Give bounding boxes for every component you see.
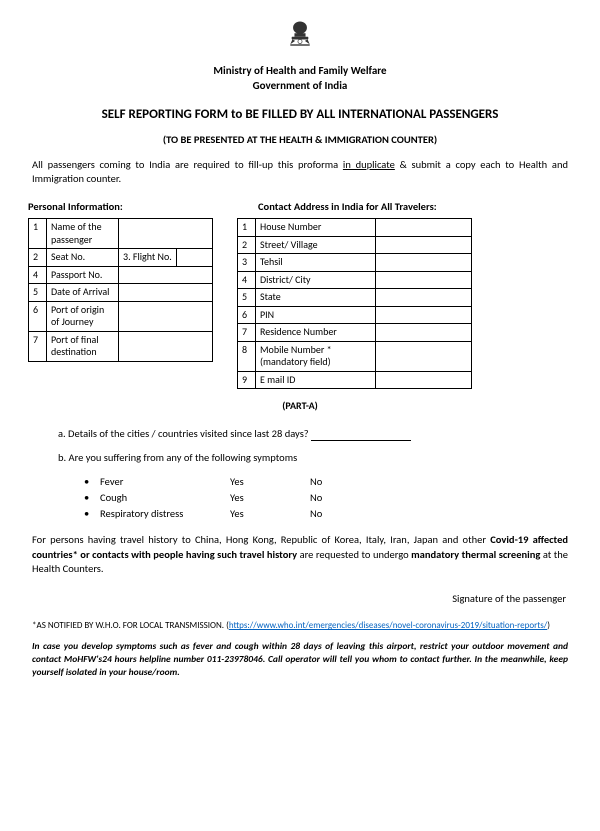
t2-r7-value[interactable] [376, 324, 472, 342]
footnote: *AS NOTIFIED BY W.H.O. FOR LOCAL TRANSMI… [32, 620, 568, 632]
advisory-paragraph: In case you develop symptoms such as fev… [32, 640, 568, 678]
t2-r2-label: Street/ Village [256, 236, 376, 254]
t1-r6-num: 6 [29, 301, 47, 331]
cough-yes[interactable]: Yes [230, 491, 310, 505]
t2-r9-num: 9 [238, 371, 256, 389]
t2-r6-num: 6 [238, 306, 256, 324]
fever-yes[interactable]: Yes [230, 475, 310, 489]
t1-r7-value[interactable] [119, 331, 213, 361]
t2-r6-value[interactable] [376, 306, 472, 324]
intro-underline: in duplicate [343, 158, 395, 171]
symptom-respiratory: Respiratory distress [100, 507, 230, 521]
t1-r7-label: Port of final destination [47, 331, 119, 361]
form-title: SELF REPORTING FORM to BE FILLED BY ALL … [28, 106, 572, 124]
form-subtitle: (TO BE PRESENTED AT THE HEALTH & IMMIGRA… [28, 133, 572, 147]
tables-row: 1Name of the passenger 2Seat No.3. Fligh… [28, 218, 572, 389]
t2-r8-num: 8 [238, 341, 256, 371]
fever-no[interactable]: No [310, 475, 370, 489]
question-a: a. Details of the cities / countries vis… [58, 427, 572, 441]
para-b2: mandatory thermal screening [411, 548, 540, 561]
intro-pre: All passengers coming to India are requi… [32, 158, 343, 171]
t2-r5-label: State [256, 289, 376, 307]
personal-info-header: Personal Information: [28, 200, 258, 214]
t2-r8-value[interactable] [376, 341, 472, 371]
t1-r2-sublabel: 3. Flight No. [119, 249, 177, 267]
signature-line: Signature of the passenger [28, 592, 566, 606]
t2-r2-value[interactable] [376, 236, 472, 254]
t1-r6-value[interactable] [119, 301, 213, 331]
bullet-icon: • [84, 491, 100, 505]
intro-paragraph: All passengers coming to India are requi… [32, 158, 568, 186]
t1-r2-num: 2 [29, 249, 47, 267]
t2-r8-label: Mobile Number * (mandatory field) [256, 341, 376, 371]
symptom-fever: Fever [100, 475, 230, 489]
t2-r9-label: E mail ID [256, 371, 376, 389]
t2-r1-num: 1 [238, 219, 256, 237]
government-line: Government of India [28, 79, 572, 94]
symptom-row-respiratory: • Respiratory distress Yes No [84, 507, 572, 521]
t2-r7-label: Residence Number [256, 324, 376, 342]
para-p2: are requested to undergo [297, 548, 411, 561]
t1-r4-value[interactable] [119, 266, 213, 284]
symptom-row-fever: • Fever Yes No [84, 475, 572, 489]
t1-r5-num: 5 [29, 284, 47, 302]
t2-r2-num: 2 [238, 236, 256, 254]
symptom-row-cough: • Cough Yes No [84, 491, 572, 505]
contact-header: Contact Address in India for All Travele… [258, 200, 572, 214]
footnote-post: ) [547, 620, 550, 631]
question-a-text: a. Details of the cities / countries vis… [58, 427, 311, 440]
t1-r2-value[interactable] [177, 249, 213, 267]
bullet-icon: • [84, 507, 100, 521]
t2-r7-num: 7 [238, 324, 256, 342]
t1-r4-num: 4 [29, 266, 47, 284]
t1-r7-num: 7 [29, 331, 47, 361]
question-a-blank[interactable] [311, 440, 411, 441]
question-b: b. Are you suffering from any of the fol… [58, 451, 572, 465]
t1-r5-value[interactable] [119, 284, 213, 302]
t2-r9-value[interactable] [376, 371, 472, 389]
t1-r2-label: Seat No. [47, 249, 119, 267]
symptom-list: • Fever Yes No • Cough Yes No • Respirat… [84, 475, 572, 522]
personal-info-table: 1Name of the passenger 2Seat No.3. Fligh… [28, 218, 213, 362]
t2-r3-label: Tehsil [256, 254, 376, 272]
t1-r6-label: Port of origin of Journey [47, 301, 119, 331]
bullet-icon: • [84, 475, 100, 489]
symptom-cough: Cough [100, 491, 230, 505]
t2-r4-num: 4 [238, 271, 256, 289]
t2-r5-num: 5 [238, 289, 256, 307]
t2-r5-value[interactable] [376, 289, 472, 307]
t2-r1-label: House Number [256, 219, 376, 237]
respiratory-no[interactable]: No [310, 507, 370, 521]
ministry-line: Ministry of Health and Family Welfare [28, 64, 572, 79]
who-link[interactable]: https://www.who.int/emergencies/diseases… [229, 620, 547, 631]
cough-no[interactable]: No [310, 491, 370, 505]
respiratory-yes[interactable]: Yes [230, 507, 310, 521]
part-a-label: (PART-A) [28, 399, 572, 413]
t2-r1-value[interactable] [376, 219, 472, 237]
t1-r5-label: Date of Arrival [47, 284, 119, 302]
t1-r1-num: 1 [29, 219, 47, 249]
footnote-pre: *AS NOTIFIED BY W.H.O. FOR LOCAL TRANSMI… [32, 620, 229, 631]
t2-r4-label: District/ City [256, 271, 376, 289]
t2-r3-value[interactable] [376, 254, 472, 272]
t1-r1-label: Name of the passenger [47, 219, 119, 249]
screening-paragraph: For persons having travel history to Chi… [32, 533, 568, 576]
section-headers: Personal Information: Contact Address in… [28, 200, 572, 214]
t1-r4-label: Passport No. [47, 266, 119, 284]
t2-r4-value[interactable] [376, 271, 472, 289]
national-emblem [28, 18, 572, 58]
t1-r1-value[interactable] [119, 219, 213, 249]
t2-r3-num: 3 [238, 254, 256, 272]
contact-address-table: 1House Number 2Street/ Village 3Tehsil 4… [237, 218, 472, 389]
para-p1: For persons having travel history to Chi… [32, 533, 490, 546]
t2-r6-label: PIN [256, 306, 376, 324]
